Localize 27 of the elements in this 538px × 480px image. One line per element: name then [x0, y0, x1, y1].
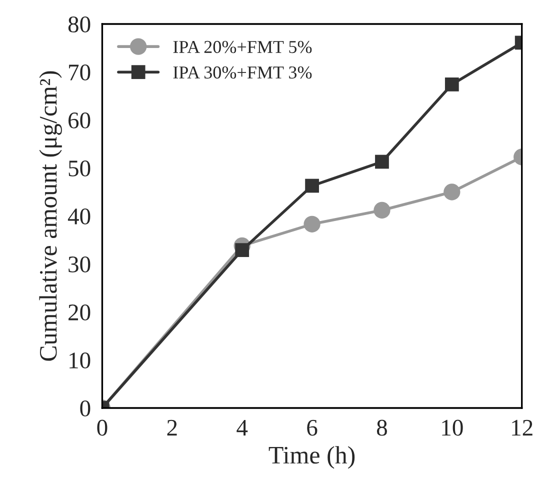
legend-label: IPA 30%+FMT 3%: [173, 66, 312, 79]
x-tick-label: 0: [97, 420, 108, 436]
y-tick-label: 40: [68, 208, 90, 224]
y-tick-label: 10: [70, 352, 90, 368]
point: [444, 184, 460, 200]
x-tick-label: 12: [512, 420, 532, 436]
point: [235, 243, 250, 258]
legend-label: IPA 20%+FMT 5%: [173, 40, 312, 54]
point: [305, 178, 319, 193]
x-tick-label: 10: [442, 420, 463, 436]
y-axis-title: Cumulative amount (μg/cm²): [39, 71, 62, 361]
point: [375, 154, 389, 169]
point: [374, 202, 390, 219]
y-tick-label: 60: [68, 112, 90, 128]
x-tick-label: 2: [167, 420, 177, 436]
y-tick-label: 0: [80, 400, 90, 416]
y-tick-label: 50: [68, 160, 90, 176]
x-tick-label: 6: [307, 420, 318, 436]
x-tick-label: 8: [376, 420, 387, 436]
point: [304, 216, 320, 232]
x-tick-label: 4: [236, 420, 248, 436]
point: [444, 78, 459, 92]
y-tick-label: 70: [69, 64, 90, 80]
x-axis-title: Time (h): [268, 446, 355, 469]
y-tick-label: 30: [68, 256, 90, 272]
y-tick-label: 80: [68, 16, 90, 32]
y-tick-label: 20: [68, 304, 90, 320]
